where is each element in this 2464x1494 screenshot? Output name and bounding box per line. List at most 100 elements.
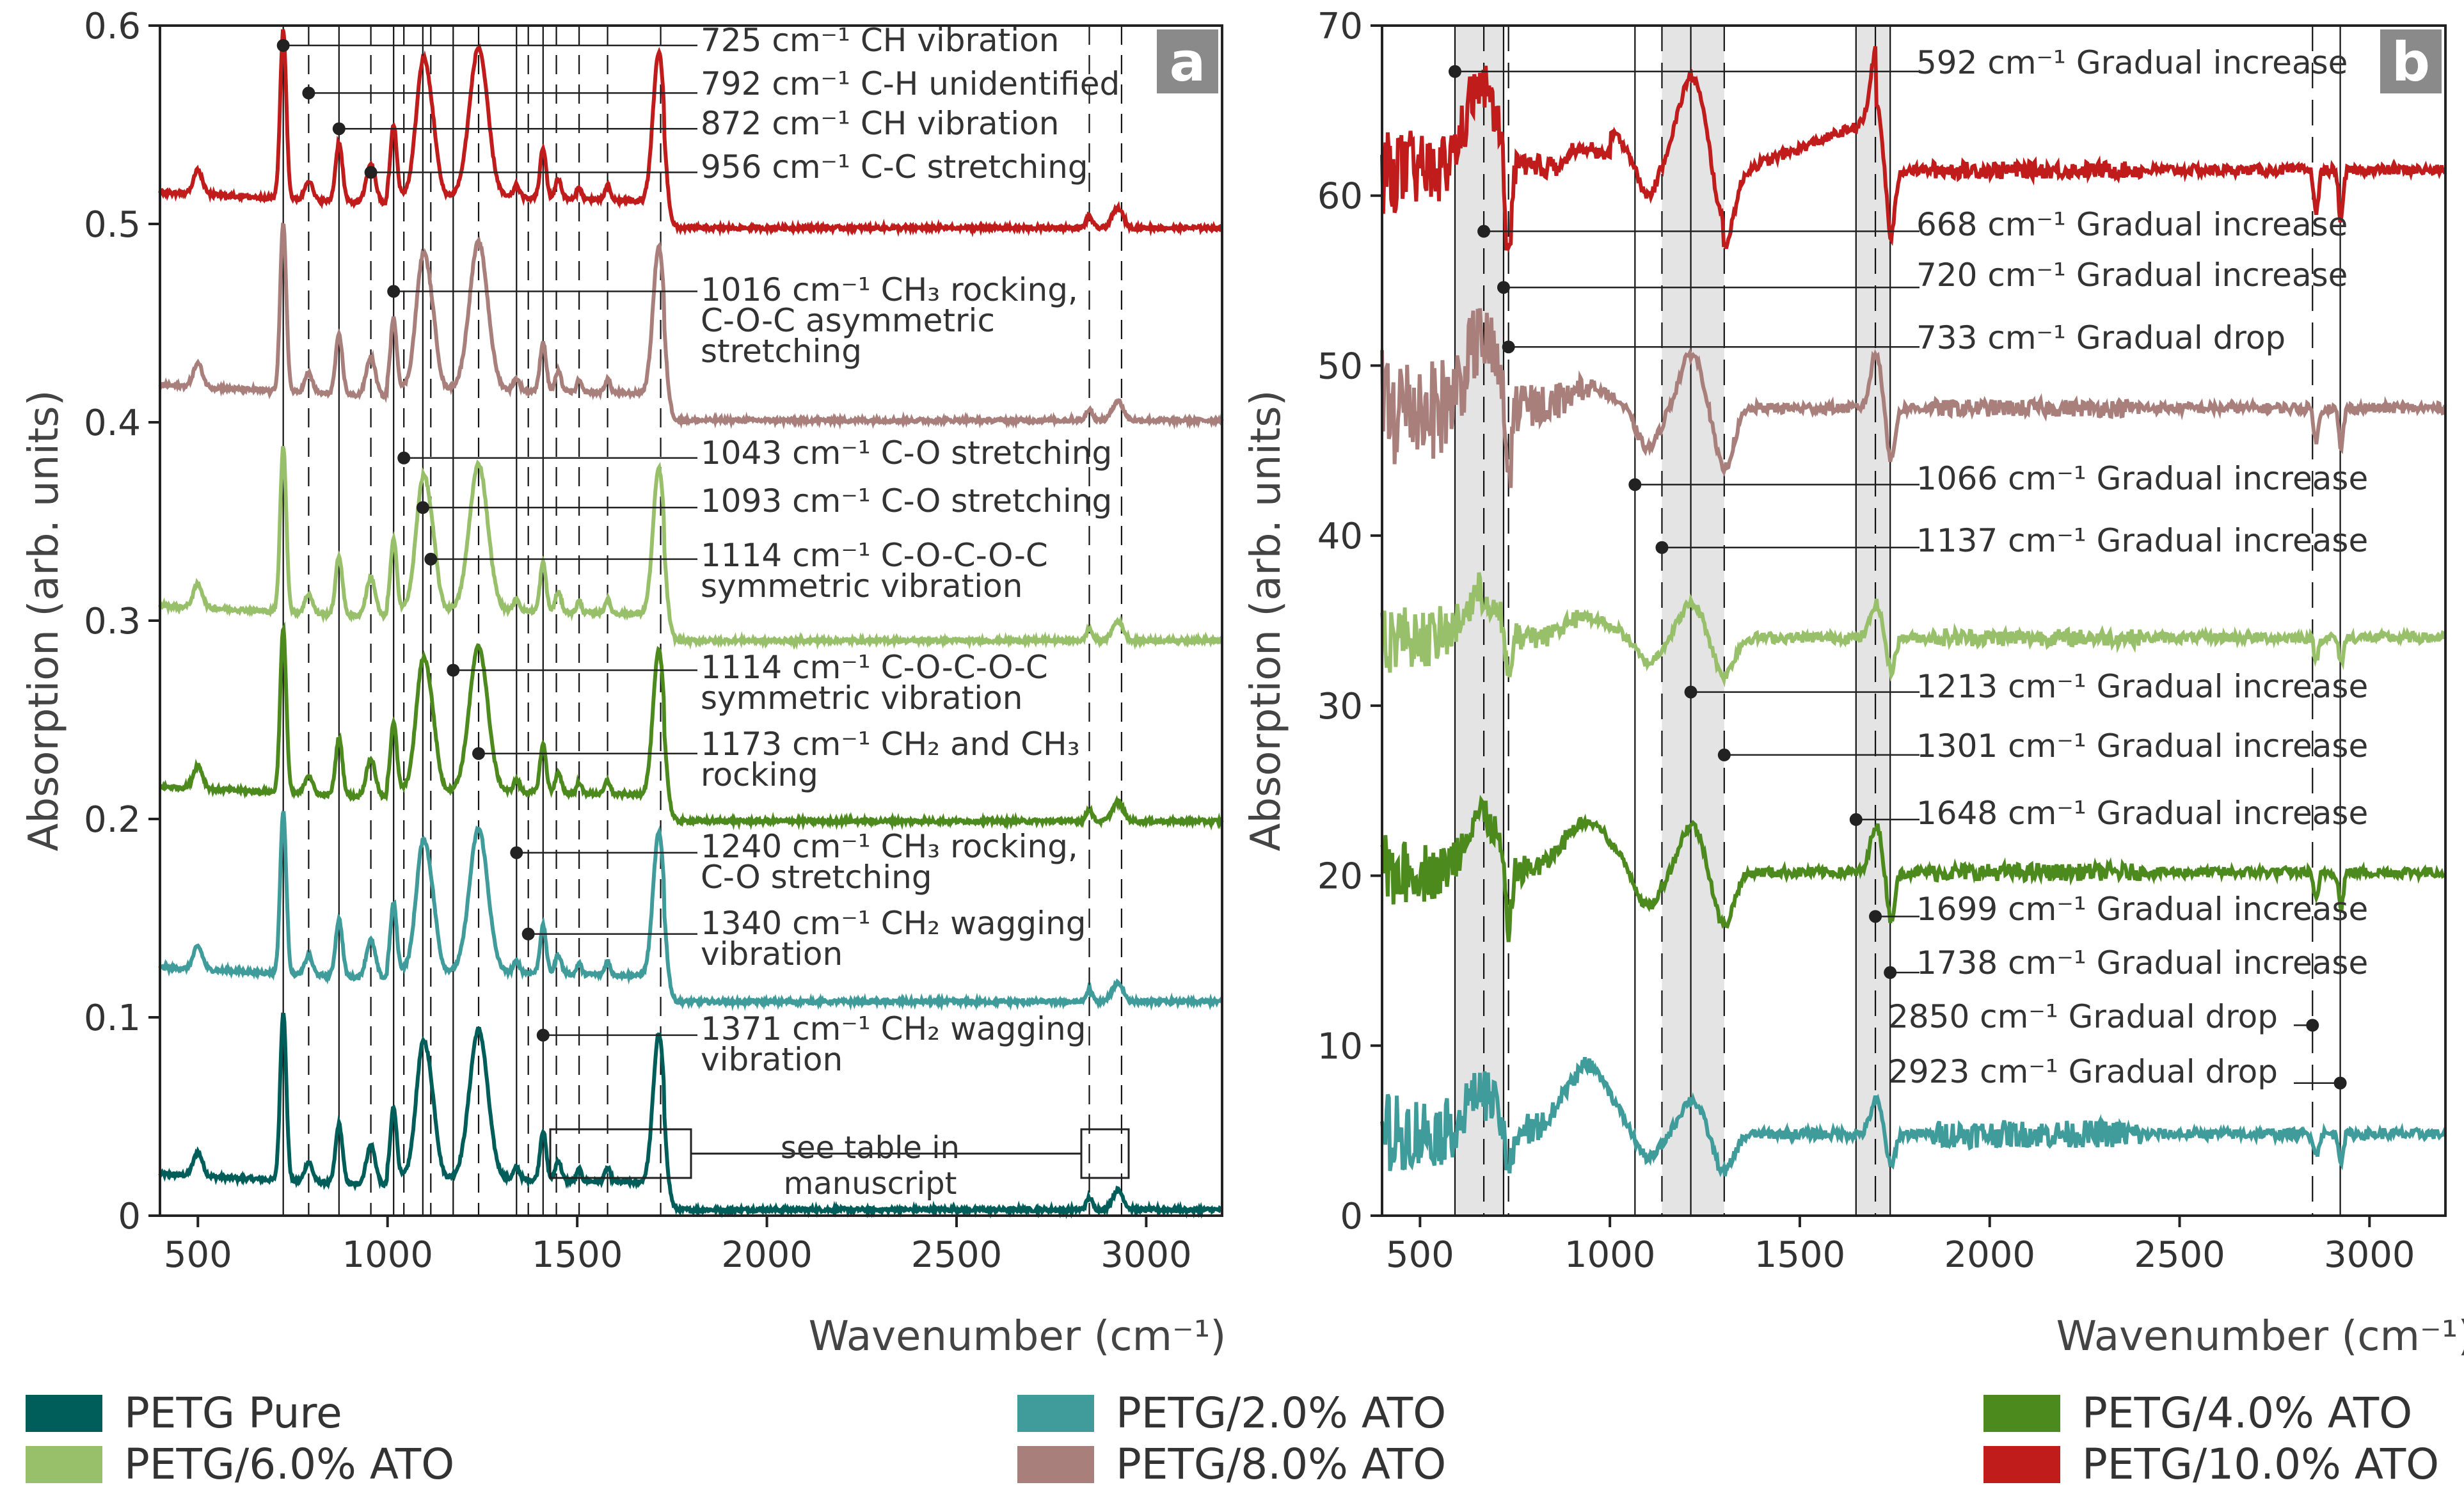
peak-annotation-a: rocking	[701, 756, 818, 793]
annotation-dot	[1502, 340, 1515, 354]
spectrum-b-ato4	[1380, 794, 2447, 942]
annotation-dot	[387, 285, 401, 298]
annotation-dot	[510, 846, 523, 859]
spectrum-a-ato4	[159, 621, 1224, 831]
peak-annotation-a: symmetric vibration	[701, 679, 1022, 717]
peak-annotation-a: 1114 cm⁻¹ C-O-C-O-C	[701, 649, 1048, 686]
panel-b-spectra	[1380, 46, 2447, 1177]
x-tick-label-b: 3000	[2324, 1234, 2415, 1276]
spectrum-a-ato6	[158, 445, 1223, 650]
annotation-dot	[364, 166, 378, 179]
spectrum-a-ato10	[158, 29, 1223, 237]
zoom-box-fingerprint	[549, 1128, 692, 1179]
annotation-dot	[1655, 541, 1669, 554]
annotation-dot	[447, 664, 460, 677]
peak-annotation-a: 1173 cm⁻¹ CH₂ and CH₃	[701, 726, 1080, 763]
legend-label: PETG/6.0% ATO	[124, 1440, 455, 1489]
panel-a: 500 1000 1500 2000 2500 3000 0 0.1 0.2 0.3 0.4 0.5…	[20, 6, 1226, 1360]
peak-annotation-a: symmetric vibration	[701, 568, 1022, 605]
annotation-dot	[1884, 966, 1897, 980]
peak-annotation-a: stretching	[701, 333, 862, 370]
peak-annotation-b: 720 cm⁻¹ Gradual increase	[1916, 257, 2348, 294]
shaded-band	[1856, 26, 1891, 1216]
annotation-dot	[276, 39, 290, 52]
peak-annotation-a: 956 cm⁻¹ C-C stretching	[701, 148, 1088, 186]
annotation-dot	[1869, 910, 1882, 923]
legend-swatch-ato4	[1983, 1394, 2060, 1432]
panel-a-spectra	[158, 29, 1224, 1220]
legend-item-ato4: PETG/4.0% ATO	[1983, 1388, 2412, 1438]
y-tick-label-b: 60	[1317, 176, 1363, 218]
annotation-dot	[2306, 1019, 2319, 1032]
panel-b-shaded-bands	[1454, 26, 1891, 1216]
panel-b-x-ticks: 500 1000 1500 2000 2500 3000	[1386, 1216, 2415, 1276]
peak-annotation-b: 1301 cm⁻¹ Gradual increase	[1916, 727, 2368, 765]
x-tick-label-a: 500	[164, 1234, 232, 1276]
x-tick-label-b: 2000	[1944, 1234, 2035, 1276]
annotation-dot	[472, 747, 485, 760]
panel-a-x-label: Wavenumber (cm⁻¹)	[809, 1313, 1227, 1360]
peak-annotation-a: 1240 cm⁻¹ CH₃ rocking,	[701, 828, 1078, 865]
peak-annotation-a: 1340 cm⁻¹ CH₂ wagging	[701, 905, 1086, 942]
peak-annotation-a: 1043 cm⁻¹ C-O stretching	[701, 434, 1112, 472]
legend-label: PETG/4.0% ATO	[2082, 1388, 2413, 1438]
legend-item-ato10: PETG/10.0% ATO	[1983, 1440, 2439, 1489]
annotation-dot	[397, 451, 411, 465]
peak-annotation-b: 1066 cm⁻¹ Gradual increase	[1916, 460, 2368, 497]
peak-annotation-a: C-O stretching	[701, 859, 932, 896]
panel-a-peak-lines	[282, 26, 1122, 1216]
legend-label: PETG/8.0% ATO	[1116, 1440, 1447, 1489]
peak-annotation-b: 2923 cm⁻¹ Gradual drop	[1888, 1053, 2278, 1090]
panel-b-annotations: 592 cm⁻¹ Gradual increase 668 cm⁻¹ Gradua…	[1448, 44, 2368, 1090]
peak-annotation-b: 1699 cm⁻¹ Gradual increase	[1916, 891, 2368, 928]
panel-a-letter-bg	[1157, 29, 1218, 93]
peak-annotation-a: 1371 cm⁻¹ CH₂ wagging	[701, 1010, 1086, 1047]
x-tick-label-b: 1500	[1754, 1234, 1846, 1276]
y-tick-label-a: 0.2	[84, 799, 141, 841]
annotation-dot	[1448, 65, 1461, 78]
peak-annotation-a: 792 cm⁻¹ C-H unidentified	[701, 65, 1120, 102]
peak-annotation-a: 725 cm⁻¹ CH vibration	[701, 22, 1059, 59]
annotation-dot	[1477, 225, 1491, 238]
peak-annotation-a: vibration	[701, 1041, 843, 1078]
legend-label: PETG/2.0% ATO	[1116, 1388, 1447, 1438]
x-tick-label-a: 1000	[342, 1234, 433, 1276]
y-tick-label-b: 50	[1317, 346, 1363, 387]
shaded-band	[1662, 26, 1724, 1216]
peak-annotation-a: 1093 cm⁻¹ C-O stretching	[701, 482, 1112, 520]
annotation-dot	[1497, 281, 1510, 294]
legend-item-ato8: PETG/8.0% ATO	[1017, 1440, 1446, 1489]
peak-annotation-a: C-O-C asymmetric	[701, 302, 995, 339]
peak-annotation-a: vibration	[701, 935, 843, 973]
panel-b-letter-bg	[2380, 29, 2442, 93]
peak-annotation-b: 1648 cm⁻¹ Gradual increase	[1916, 795, 2368, 832]
peak-annotation-a: 1114 cm⁻¹ C-O-C-O-C	[701, 537, 1048, 574]
annotation-dot	[521, 927, 535, 941]
panel-b-frame	[1381, 24, 2447, 1217]
annotation-dot	[424, 552, 438, 566]
legend-item-ato6: PETG/6.0% ATO	[26, 1440, 454, 1489]
legend-label: PETG/10.0% ATO	[2082, 1440, 2440, 1489]
y-tick-label-b: 40	[1317, 516, 1363, 557]
spectrum-a-ato2	[158, 811, 1223, 1012]
x-tick-label-b: 1000	[1564, 1234, 1656, 1276]
y-tick-label-a: 0.6	[84, 6, 141, 47]
panel-a-letter: a	[1170, 31, 1206, 93]
annotation-dot	[1849, 813, 1863, 826]
peak-annotation-b: 1738 cm⁻¹ Gradual increase	[1916, 944, 2368, 981]
peak-annotation-b: 668 cm⁻¹ Gradual increase	[1916, 206, 2348, 243]
y-tick-label-b: 10	[1317, 1026, 1363, 1067]
note-line2: manuscript	[784, 1166, 957, 1202]
peak-annotation-b: 733 cm⁻¹ Gradual drop	[1916, 319, 2285, 356]
annotation-dot	[1717, 748, 1731, 761]
legend-item-pure: PETG Pure	[26, 1388, 342, 1438]
y-tick-label-a: 0.5	[84, 204, 141, 246]
y-tick-label-a: 0	[118, 1196, 141, 1237]
y-tick-label-b: 70	[1317, 6, 1363, 47]
legend-label: PETG Pure	[124, 1388, 342, 1438]
legend-swatch-pure	[26, 1394, 102, 1432]
spectrum-b-ato2	[1380, 1056, 2447, 1177]
spectrum-a-pure	[158, 1012, 1222, 1220]
annotation-dot	[302, 86, 315, 100]
